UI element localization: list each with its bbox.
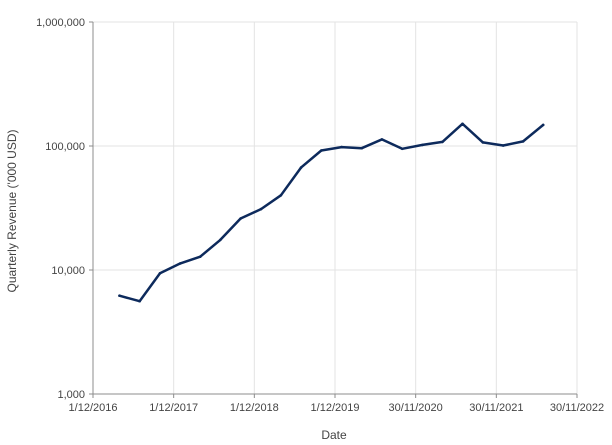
x-tick-label: 1/12/2018	[230, 402, 279, 414]
y-tick-label: 1,000,000	[36, 17, 85, 29]
axes	[89, 21, 578, 398]
x-tick-label: 1/12/2017	[149, 402, 198, 414]
data-point	[481, 141, 485, 144]
y-tick-label: 10,000	[51, 265, 85, 277]
x-tick-label: 1/12/2016	[69, 402, 118, 414]
data-point	[279, 194, 283, 197]
data-point	[340, 145, 343, 149]
series-line	[118, 122, 545, 303]
y-axis-title: Quarterly Revenue ('000 USD)	[5, 129, 19, 292]
x-tick-label: 30/11/2021	[469, 402, 523, 414]
data-point	[320, 149, 323, 152]
x-tick-label: 30/11/2022	[550, 402, 604, 414]
data-point	[441, 140, 444, 144]
data-point	[118, 294, 121, 298]
y-tick-label: 1,000	[57, 389, 85, 401]
data-point	[521, 140, 525, 143]
x-tick-label: 30/11/2020	[389, 402, 443, 414]
data-point	[461, 122, 464, 126]
data-point	[299, 166, 303, 169]
data-point	[360, 146, 364, 150]
data-point	[179, 262, 182, 265]
data-point	[198, 255, 202, 258]
x-tick-label: 1/12/2019	[311, 402, 360, 414]
data-point	[421, 143, 424, 147]
data-point	[219, 238, 222, 242]
data-point	[541, 123, 545, 127]
data-point	[138, 299, 141, 303]
data-point	[501, 144, 505, 147]
data-point	[380, 138, 384, 141]
grid	[93, 21, 578, 394]
data-point	[239, 217, 242, 220]
y-axis-tick-labels: 1,000 10,000 100,000 1,000,000	[36, 17, 85, 401]
series	[118, 122, 545, 303]
data-point	[400, 147, 404, 151]
data-point	[158, 272, 162, 275]
x-axis-tick-labels: 1/12/2016 1/12/2017 1/12/2018 1/12/2019 30/1…	[69, 402, 605, 414]
x-axis-title: Date	[321, 428, 347, 442]
data-point	[259, 207, 263, 211]
y-tick-label: 100,000	[45, 141, 85, 153]
